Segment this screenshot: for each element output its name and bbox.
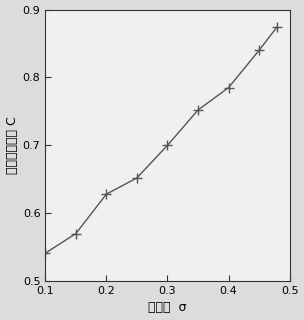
X-axis label: 泊松比  σ: 泊松比 σ (148, 301, 187, 315)
Y-axis label: 深度校正因子 C: 深度校正因子 C (5, 116, 19, 174)
